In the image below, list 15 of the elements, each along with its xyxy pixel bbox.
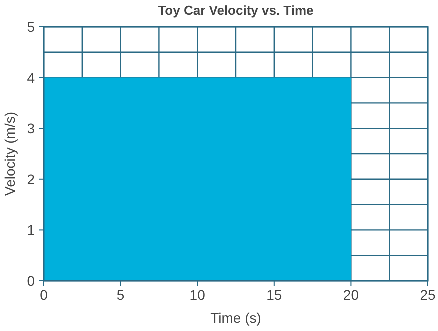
x-tick-label: 20 (343, 287, 360, 303)
x-tick-label: 10 (190, 287, 206, 303)
y-tick-label: 1 (27, 222, 36, 238)
y-tick-label: 5 (27, 19, 36, 35)
x-tick-label: 25 (420, 287, 436, 303)
x-tick-label: 5 (116, 287, 125, 303)
y-axis-title: Velocity (m/s) (2, 112, 18, 196)
y-tick-label: 0 (27, 273, 36, 289)
x-axis-title: Time (s) (210, 310, 262, 326)
y-tick-label: 3 (27, 120, 36, 137)
y-tick-label: 4 (27, 70, 36, 86)
y-tick-label: 2 (27, 171, 36, 188)
x-tick-label: 0 (40, 287, 48, 303)
x-tick-label: 15 (266, 287, 282, 303)
chart-title: Toy Car Velocity vs. Time (158, 3, 314, 18)
